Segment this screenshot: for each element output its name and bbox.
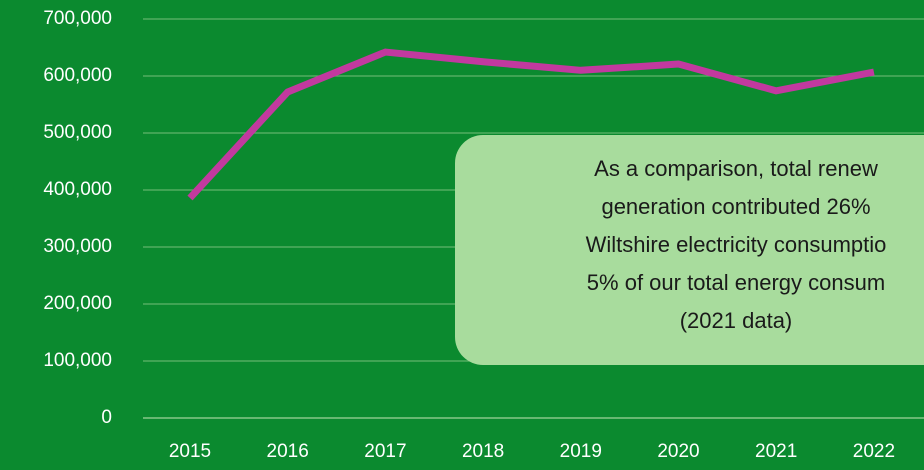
x-tick-label: 2020 [657, 441, 699, 462]
x-tick-label: 2021 [755, 441, 797, 462]
annotation-box [455, 135, 924, 365]
annotation-text: generation contributed 26% [601, 194, 870, 219]
y-tick-label: 700,000 [43, 8, 112, 29]
x-tick-label: 2019 [560, 441, 602, 462]
data-line [187, 48, 875, 201]
y-tick-label: 100,000 [43, 350, 112, 371]
y-tick-label: 300,000 [43, 236, 112, 257]
x-tick-label: 2017 [364, 441, 406, 462]
y-tick-label: 400,000 [43, 179, 112, 200]
x-tick-label: 2015 [169, 441, 211, 462]
y-tick-label: 500,000 [43, 122, 112, 143]
y-tick-label: 200,000 [43, 293, 112, 314]
annotation-text: (2021 data) [680, 308, 793, 333]
y-tick-label: 0 [101, 407, 112, 428]
annotation-text: 5% of our total energy consum [587, 270, 885, 295]
x-tick-label: 2018 [462, 441, 504, 462]
annotation-text: Wiltshire electricity consumptio [586, 232, 887, 257]
annotation-text: As a comparison, total renew [594, 156, 878, 181]
y-tick-label: 600,000 [43, 65, 112, 86]
x-tick-label: 2022 [853, 441, 895, 462]
x-tick-label: 2016 [267, 441, 309, 462]
